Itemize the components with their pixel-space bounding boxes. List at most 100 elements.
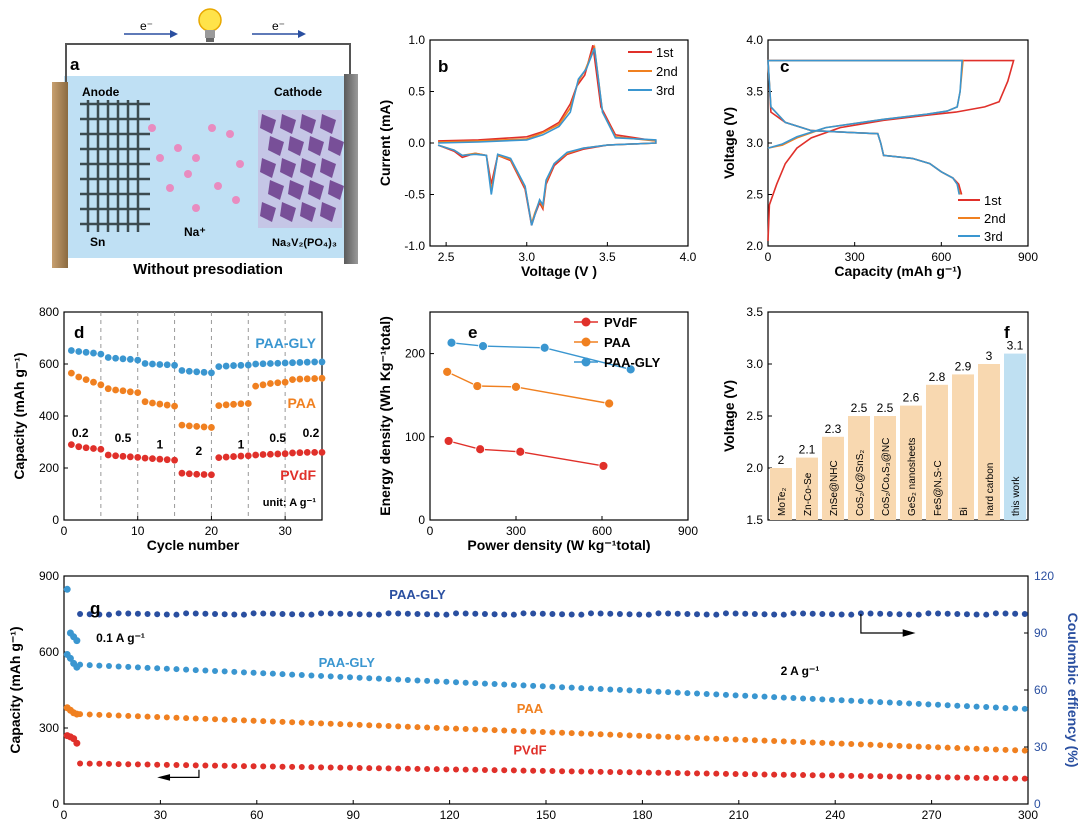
cycle-point-PAA-GLY: [751, 611, 758, 617]
electron-arrow-left: [124, 30, 178, 38]
rate-point-PVdF: [296, 449, 304, 457]
rate-point-PVdF: [112, 452, 119, 460]
cycle-point-PAA: [780, 738, 787, 745]
rate-point-PVdF: [149, 455, 156, 463]
cycle-point-PVdF: [915, 773, 922, 780]
cycle-point-PAA: [105, 712, 112, 719]
cycle-point-PVdF: [433, 766, 440, 773]
cycle-point-PAA: [819, 739, 826, 746]
cycle-point-PAA-GLY: [983, 611, 990, 618]
cycle-point-PAA-GLY: [819, 611, 826, 617]
cycle-point-PAA-GLY: [607, 686, 614, 693]
cycle-point-PVdF: [346, 764, 353, 771]
legend-label: 1st: [984, 193, 1002, 208]
ragone-point-PVdF: [443, 436, 454, 446]
x-tick-label: 0: [61, 808, 68, 822]
cathode-formula: Na₃V₂(PO₄)₃: [272, 237, 337, 249]
cycle-point-PAA-GLY: [77, 611, 84, 617]
cycle-point-PAA: [722, 736, 729, 743]
voltage-curve-3rd: [767, 59, 963, 195]
cycle-point-PAA-GLY: [587, 610, 594, 617]
cycle-point-PVdF: [983, 774, 990, 781]
cycle-point-PAA-GLY: [992, 704, 999, 711]
vo6-octahedron: [288, 136, 304, 156]
rate-point-PVdF: [259, 451, 267, 458]
cycle-point-PAA-GLY: [212, 667, 219, 674]
vo6-octahedron: [280, 114, 296, 134]
ragone-point-PAA: [472, 381, 483, 391]
cycle-point-PVdF: [250, 763, 257, 770]
cycle-point-PAA-GLY: [877, 699, 884, 706]
cycle-point-PAA-GLY: [202, 610, 209, 617]
bar-category-label: GeS₂ nanosheets: [907, 438, 918, 516]
x-tick-label: 0: [427, 524, 434, 538]
cycle-point-PAA-GLY: [578, 611, 585, 618]
rate-point-PVdF: [185, 470, 193, 478]
cycle-point-PAA-GLY: [963, 703, 970, 710]
cycle-point-PAA: [877, 742, 884, 749]
cycle-point-PAA: [828, 740, 835, 747]
activation-point: [73, 739, 81, 747]
sodium-ion: [148, 124, 156, 132]
cycle-point-PAA-GLY: [742, 610, 749, 617]
right-axis-arrowhead: [902, 629, 916, 637]
cycle-point-PVdF: [838, 772, 845, 779]
cycle-point-PVdF: [1002, 775, 1009, 782]
rate-point-PAA-GLY: [215, 363, 223, 370]
ragone-point-PAA: [604, 398, 615, 409]
cycle-point-PVdF: [202, 762, 209, 769]
y2-tick-label: 60: [1034, 683, 1048, 697]
cycle-point-PAA-GLY: [838, 697, 845, 704]
cycle-point-PAA-GLY: [655, 688, 662, 695]
cycle-point-PAA-GLY: [597, 686, 604, 693]
ragone-point-PAA: [511, 381, 521, 392]
cycle-point-PAA: [549, 729, 556, 736]
cycle-point-PAA-GLY: [510, 611, 517, 618]
sodium-ion: [192, 204, 200, 212]
cycle-point-PAA-GLY: [809, 695, 816, 702]
panel-g-points: PAA-GLY PAA-GLY PAA PVdF 0.1 A g⁻¹ 2 A g⁻¹: [63, 585, 1028, 782]
cycle-point-PVdF: [722, 770, 729, 777]
cathode-current-collector: [344, 74, 358, 264]
panel-d-points: 0.2 0.5 1 2 1 0.5 0.2 PAA-GLY PAA PVdF unit: A g⁻¹: [67, 335, 326, 509]
cycle-point-PAA-GLY: [221, 611, 228, 618]
legend-marker: [581, 357, 591, 367]
cycle-point-PAA-GLY: [231, 668, 238, 675]
cycle-point-PAA: [838, 740, 845, 747]
y-tick-label: 2.5: [746, 409, 763, 423]
cycle-point-PAA-GLY: [260, 670, 267, 677]
cycle-point-PVdF: [626, 769, 633, 776]
bar-value-label: 2.6: [903, 391, 920, 405]
rate-point-PAA: [156, 400, 164, 408]
cycle-point-PVdF: [963, 774, 970, 781]
cycle-point-PAA-GLY: [761, 611, 768, 618]
cycle-point-PAA-GLY: [684, 611, 691, 617]
cycle-point-PAA-GLY: [154, 611, 161, 618]
cycle-point-PAA: [443, 725, 450, 732]
x-tick-label: 300: [506, 524, 526, 538]
x-tick-label: 3.5: [599, 250, 616, 264]
x-tick-label: 30: [278, 524, 292, 538]
cycle-point-PAA-GLY: [915, 611, 922, 618]
panel-b-axes: 2.5 3.0 3.5 4.0 -1.0 -0.5 0.0 0.5 1.0 Voltage (V …: [377, 33, 697, 279]
rate-point-PAA: [200, 423, 208, 431]
rate-point-PVdF: [126, 453, 134, 461]
cycle-point-PAA-GLY: [665, 610, 672, 617]
cycle-point-PAA: [96, 711, 103, 718]
vo6-octahedron: [328, 180, 344, 200]
vo6-octahedron: [260, 158, 276, 178]
cycle-point-PAA-GLY: [665, 689, 672, 696]
cycle-point-PAA-GLY: [443, 678, 450, 685]
sn-anode-lattice: [80, 100, 150, 232]
plot-frame: [63, 575, 1029, 805]
bar-category-label: MoTe₂: [777, 488, 788, 516]
rate-point-PAA: [259, 381, 267, 389]
cycle-point-PAA-GLY: [433, 611, 440, 618]
rate-point-PAA: [296, 375, 304, 383]
cycle-point-PVdF: [694, 770, 701, 777]
cycle-point-PAA: [453, 725, 460, 732]
cycle-point-PAA-GLY: [134, 610, 141, 617]
cycle-point-PAA-GLY: [636, 611, 643, 618]
cycle-point-PVdF: [1021, 775, 1028, 782]
cycle-point-PAA-GLY: [356, 674, 363, 681]
